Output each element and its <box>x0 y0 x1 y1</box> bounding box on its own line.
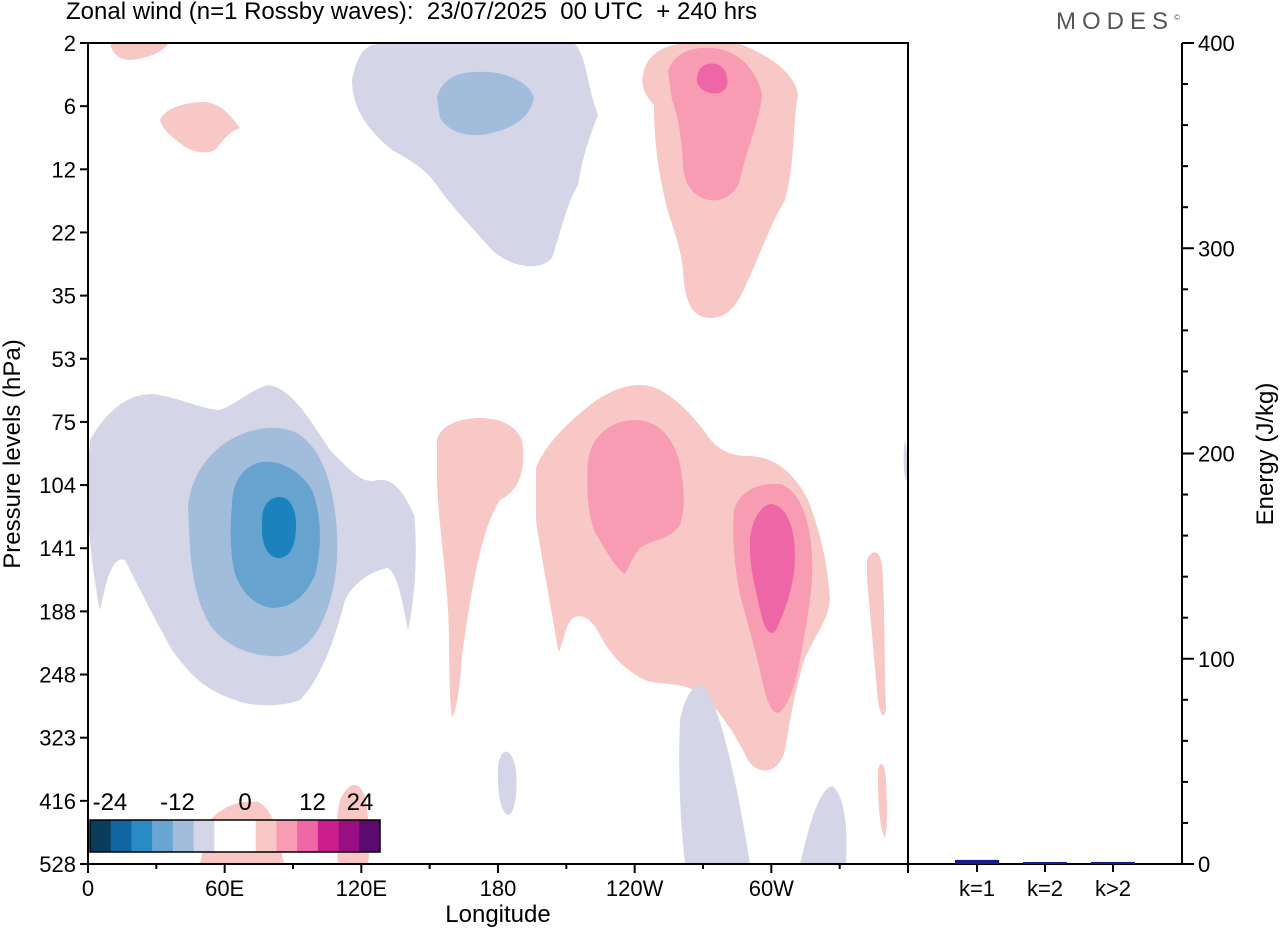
colorbar-swatch <box>131 820 153 852</box>
x-axis-label: Longitude <box>445 901 550 928</box>
longitude-tick-label: 0 <box>82 876 94 901</box>
pressure-tick-label: 22 <box>52 220 76 245</box>
colorbar-swatch <box>276 820 298 852</box>
contour-pos-strat-upper-core <box>668 47 762 201</box>
contour-neg-small-6 <box>679 685 750 864</box>
longitude-tick-label: 60E <box>205 876 244 901</box>
energy-category-label: k=2 <box>1027 876 1063 901</box>
energy-category-label: k>2 <box>1095 876 1131 901</box>
contour-field <box>87 44 908 864</box>
pressure-tick-label: 75 <box>52 410 76 435</box>
pressure-tick-label: 104 <box>39 473 76 498</box>
colorbar: -24 -12 0 12 24 <box>89 789 381 853</box>
colorbar-swatch <box>193 820 215 852</box>
contour-pos-tropo-130w-core <box>587 420 684 574</box>
longitude-axis: 0 60E 120E 180 120W 60W <box>82 864 909 901</box>
energy-tick-label: 400 <box>1198 31 1235 56</box>
energy-bar <box>1023 862 1067 864</box>
y-axis-label: Pressure levels (hPa) <box>0 339 26 568</box>
colorbar-label: 0 <box>238 789 251 816</box>
energy-tick-label: 0 <box>1198 852 1210 877</box>
colorbar-swatch <box>359 820 381 852</box>
energy-tick-label: 100 <box>1198 647 1235 672</box>
pressure-tick-label: 6 <box>64 94 76 119</box>
longitude-tick-label: 180 <box>480 876 517 901</box>
energy-bar <box>1091 861 1135 864</box>
contour-neg-strat-upper-plume <box>352 44 598 267</box>
colorbar-swatch <box>297 820 319 852</box>
longitude-tick-label: 120E <box>336 876 387 901</box>
contour-neg-small-1 <box>110 44 168 60</box>
pressure-axis: 2 6 12 22 35 53 75 104 141 188 248 323 416 528 <box>39 31 88 877</box>
pressure-tick-label: 188 <box>39 599 76 624</box>
energy-category-label: k=1 <box>959 876 995 901</box>
longitude-tick-label: 120W <box>606 876 664 901</box>
energy-tick-label: 200 <box>1198 442 1235 467</box>
contour-pos-strat-upper-peak <box>696 63 728 94</box>
colorbar-swatch <box>152 820 174 852</box>
colorbar-swatch <box>214 820 236 852</box>
energy-bar <box>955 859 999 864</box>
colorbar-swatch <box>235 820 257 852</box>
energy-panel: 0 100 200 300 400 k=1 k=2 k>2 <box>908 31 1235 901</box>
pressure-tick-label: 53 <box>52 347 76 372</box>
energy-axis-label: Energy (J/kg) <box>1252 383 1279 526</box>
pressure-tick-label: 528 <box>39 852 76 877</box>
contour-pos-small-2 <box>160 102 240 153</box>
brand-name: MODES <box>1056 8 1175 35</box>
pressure-tick-label: 248 <box>39 663 76 688</box>
colorbar-swatch <box>90 820 112 852</box>
colorbar-swatch <box>317 820 340 852</box>
energy-tick-label: 300 <box>1198 236 1235 261</box>
colorbar-swatch <box>255 820 277 852</box>
longitude-tick-label: 60W <box>749 876 794 901</box>
colorbar-frame <box>89 819 381 853</box>
colorbar-label: 12 <box>299 789 326 816</box>
colorbar-swatch <box>338 820 360 852</box>
brand-mark: © <box>1174 13 1180 22</box>
pressure-tick-label: 2 <box>64 31 76 56</box>
chart-title: Zonal wind (n=1 Rossby waves): 23/07/202… <box>66 0 758 25</box>
contour-neg-tropo-60e-peak <box>262 497 296 558</box>
contour-pos-small-3 <box>867 552 886 716</box>
contour-neg-small-5 <box>497 751 517 815</box>
pressure-tick-label: 35 <box>52 284 76 309</box>
contour-pos-tropo-60w-peak <box>750 504 795 633</box>
pressure-tick-label: 323 <box>39 726 76 751</box>
colorbar-label: -12 <box>160 789 195 816</box>
pressure-tick-label: 141 <box>39 536 76 561</box>
contour-neg-small-10 <box>903 440 908 482</box>
brand-logo: MODES© <box>1056 8 1180 36</box>
colorbar-label: 24 <box>347 789 374 816</box>
contour-pos-tropo-180-blob <box>437 418 524 718</box>
contour-neg-small-7 <box>800 786 847 864</box>
colorbar-swatch <box>172 820 195 852</box>
contour-neg-strat-upper-core <box>437 71 534 136</box>
colorbar-swatch <box>110 820 132 852</box>
contour-pos-small-4 <box>878 764 887 838</box>
colorbar-label: -24 <box>93 789 128 816</box>
pressure-tick-label: 416 <box>39 789 76 814</box>
pressure-tick-label: 12 <box>52 157 76 182</box>
